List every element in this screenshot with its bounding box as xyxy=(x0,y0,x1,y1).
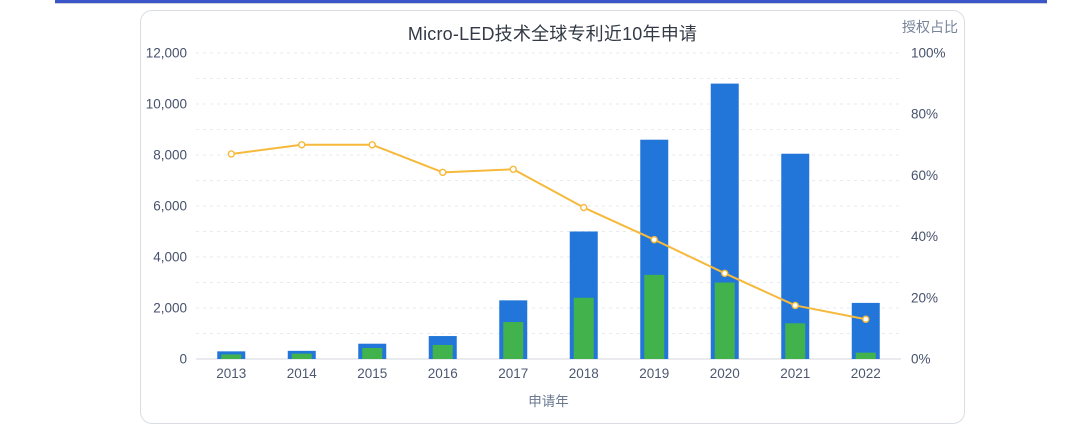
left-axis-tick-label: 0 xyxy=(179,352,187,367)
right-axis-tick-label: 20% xyxy=(911,290,938,305)
page-top-divider xyxy=(55,0,1047,4)
bar-green-inner xyxy=(855,352,876,359)
right-axis-tick-label: 0% xyxy=(911,352,931,367)
bar-green-inner xyxy=(714,282,735,359)
bar-green-inner xyxy=(221,354,242,359)
x-tick-label: 2020 xyxy=(710,366,740,381)
bar-green-inner xyxy=(291,353,312,359)
line-point-授权占比 xyxy=(227,150,235,158)
line-point-授权占比 xyxy=(791,301,799,310)
left-axis-tick-label: 8,000 xyxy=(153,148,187,163)
bar-blue-total xyxy=(851,302,880,359)
line-point-授权占比 xyxy=(368,141,376,149)
x-axis-title: 申请年 xyxy=(528,394,569,409)
bar-green-inner xyxy=(573,297,594,359)
x-tick-label: 2021 xyxy=(780,366,810,381)
line-point-授权占比 xyxy=(650,235,658,244)
bar-green-inner xyxy=(503,322,524,359)
right-axis-title: 授权占比 xyxy=(902,19,958,35)
left-axis-tick-label: 6,000 xyxy=(153,199,187,214)
x-tick-label: 2022 xyxy=(851,366,881,381)
x-tick-label: 2018 xyxy=(569,366,599,381)
left-axis-tick-label: 12,000 xyxy=(146,46,187,61)
x-tick-label: 2015 xyxy=(357,366,387,381)
x-tick-label: 2016 xyxy=(428,366,458,381)
left-axis-tick-label: 2,000 xyxy=(153,301,187,316)
x-tick-label: 2013 xyxy=(216,366,246,381)
line-point-授权占比 xyxy=(580,203,588,212)
right-axis-tick-label: 100% xyxy=(911,46,946,61)
patent-chart-plot: 0 2,000 4,000 6,000 8,000 10,000 12,000 0% 20% 40… xyxy=(146,46,946,410)
right-axis-tick-label: 60% xyxy=(911,168,938,183)
bar-green-inner xyxy=(785,323,806,359)
patent-chart-card: Micro-LED技术全球专利近10年申请 授权占比 0 2,000 4,000 6,… xyxy=(140,10,965,424)
left-axis-tick-label: 10,000 xyxy=(146,97,187,112)
x-tick-label: 2017 xyxy=(498,366,528,381)
line-授权占比 xyxy=(231,143,866,321)
x-tick-label: 2019 xyxy=(639,366,669,381)
right-axis-tick-label: 40% xyxy=(911,229,938,244)
right-axis-tick-label: 80% xyxy=(911,107,938,122)
line-point-授权占比 xyxy=(439,168,447,177)
x-tick-label: 2014 xyxy=(287,366,318,381)
chart-title: Micro-LED技术全球专利近10年申请 xyxy=(407,24,698,44)
left-axis-tick-label: 4,000 xyxy=(153,250,187,265)
bar-green-inner xyxy=(362,348,383,359)
line-point-授权占比 xyxy=(862,315,870,323)
line-point-授权占比 xyxy=(298,141,306,149)
line-point-授权占比 xyxy=(721,269,729,278)
line-point-授权占比 xyxy=(509,165,517,173)
bar-green-inner xyxy=(644,274,665,359)
bar-green-inner xyxy=(432,344,453,359)
